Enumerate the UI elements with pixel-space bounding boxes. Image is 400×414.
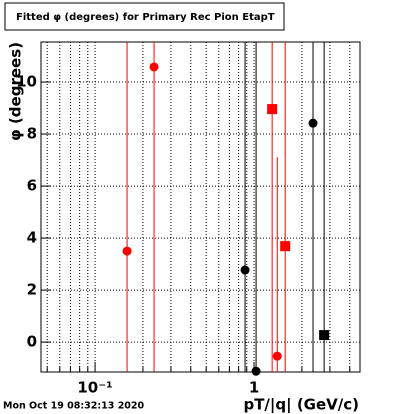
point [149,62,159,72]
x-tick-label: 1 [249,379,259,397]
point [319,330,330,341]
y-tick-label: 2 [27,281,37,299]
y-tick-label: 0 [27,333,37,351]
y-tick-label: 10 [16,73,37,91]
plot-frame [41,42,360,372]
point [122,246,132,256]
x-tick-label: 10⁻¹ [77,379,112,397]
x-axis-label: pT/|q| (GeV/c) [243,396,359,414]
point [280,241,291,252]
point [272,351,282,361]
chart-title: Fitted φ (degrees) for Primary Rec Pion … [16,12,275,23]
point [251,366,261,376]
point [240,265,250,275]
timestamp: Mon Oct 19 08:32:13 2020 [3,401,145,412]
y-axis-label: φ (degrees) [7,42,25,141]
plot-border [40,41,361,373]
y-tick-label: 6 [27,177,37,195]
point [308,118,318,128]
point [267,104,278,115]
y-tick-label: 8 [27,125,37,143]
title-box [4,2,285,31]
y-tick-label: 4 [27,229,37,247]
